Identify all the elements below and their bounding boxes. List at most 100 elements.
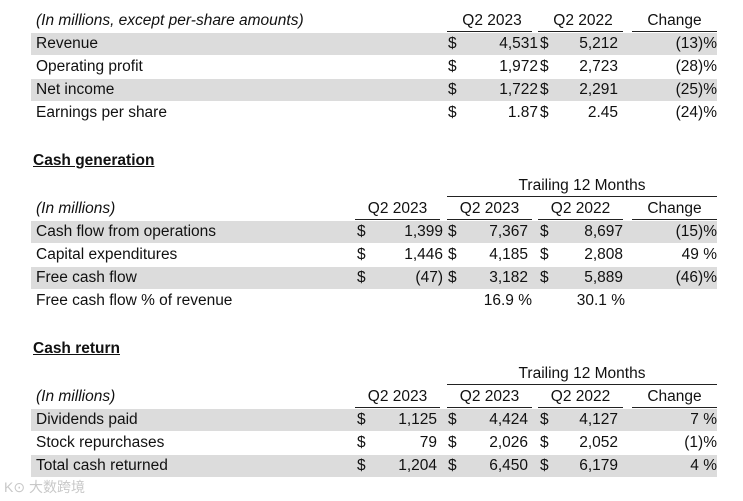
col-header-q2-2023-quarter: Q2 2023	[367, 200, 428, 217]
value-q2-2022-ttm: 5,889	[584, 269, 623, 286]
row-label: Stock repurchases	[36, 434, 165, 451]
table-row: Net income $ 1,722 $ 2,291 (25)%	[31, 79, 717, 101]
currency-symbol: $	[448, 81, 457, 98]
header-rule	[355, 219, 440, 220]
group-header-rule	[447, 196, 717, 197]
value-change: 7 %	[690, 411, 717, 428]
section-title-cash-return: Cash return	[33, 340, 120, 357]
value-q2-2023: 1.87	[507, 104, 538, 121]
col-header-change: Change	[647, 12, 702, 29]
value-change: (13)%	[675, 35, 717, 52]
cash-generation-caption: (In millions)	[36, 200, 116, 217]
currency-symbol: $	[540, 223, 549, 240]
value-q2-2022-ttm: 4,127	[579, 411, 618, 428]
table-row: Revenue $ 4,531 $ 5,212 (13)%	[31, 33, 717, 55]
value-q2-2022-ttm: 2,052	[579, 434, 618, 451]
value-q2-2023-ttm: 16.9 %	[483, 292, 532, 309]
col-header-change: Change	[647, 200, 702, 217]
header-rule	[355, 407, 440, 408]
currency-symbol: $	[448, 223, 457, 240]
table-row: Free cash flow $ (47) $ 3,182 $ 5,889 (4…	[31, 267, 717, 289]
header-rule	[538, 407, 623, 408]
value-q2-2022: 2,723	[579, 58, 618, 75]
row-label: Free cash flow % of revenue	[36, 292, 233, 309]
value-q2-2023-ttm: 3,182	[489, 269, 528, 286]
value-q2-2023-quarter: 1,446	[404, 246, 443, 263]
value-q2-2022: 2,291	[579, 81, 618, 98]
value-change: (15)%	[675, 223, 717, 240]
currency-symbol: $	[540, 457, 549, 474]
row-label: Dividends paid	[36, 411, 138, 428]
value-q2-2023-quarter: 1,125	[398, 411, 437, 428]
currency-symbol: $	[357, 246, 366, 263]
value-q2-2023: 1,972	[499, 58, 538, 75]
value-q2-2023-ttm: 4,185	[489, 246, 528, 263]
value-q2-2023-ttm: 2,026	[489, 434, 528, 451]
col-header-q2-2023-quarter: Q2 2023	[367, 388, 428, 405]
row-label: Free cash flow	[36, 269, 137, 286]
currency-symbol: $	[540, 35, 549, 52]
col-header-q2-2022: Q2 2022	[553, 12, 613, 29]
currency-symbol: $	[448, 411, 457, 428]
trailing-12-months-header: Trailing 12 Months	[518, 365, 646, 382]
value-q2-2023-ttm: 4,424	[489, 411, 528, 428]
currency-symbol: $	[540, 58, 549, 75]
value-q2-2023-ttm: 6,450	[489, 457, 528, 474]
table-row: Dividends paid $ 1,125 $ 4,424 $ 4,127 7…	[31, 409, 717, 431]
row-label: Net income	[36, 81, 115, 98]
value-change: (1)%	[684, 434, 717, 451]
value-q2-2022-ttm: 30.1 %	[576, 292, 625, 309]
value-change: (24)%	[675, 104, 717, 121]
table-row: Stock repurchases $ 79 $ 2,026 $ 2,052 (…	[31, 432, 717, 454]
table-row: Earnings per share $ 1.87 $ 2.45 (24)%	[31, 102, 717, 124]
row-label: Capital expenditures	[36, 246, 178, 263]
currency-symbol: $	[357, 434, 366, 451]
table-row: Cash flow from operations $ 1,399 $ 7,36…	[31, 221, 717, 243]
group-header-rule	[447, 384, 717, 385]
value-q2-2023-quarter: 1,204	[398, 457, 437, 474]
currency-symbol: $	[357, 457, 366, 474]
header-rule	[447, 407, 532, 408]
summary-caption: (In millions, except per-share amounts)	[36, 12, 304, 29]
value-q2-2023-quarter: 1,399	[404, 223, 443, 240]
row-label: Earnings per share	[36, 104, 167, 121]
value-q2-2022-ttm: 6,179	[579, 457, 618, 474]
col-header-change: Change	[647, 388, 702, 405]
header-rule	[632, 407, 717, 408]
value-q2-2022-ttm: 8,697	[584, 223, 623, 240]
value-q2-2022-ttm: 2,808	[584, 246, 623, 263]
value-q2-2022: 5,212	[579, 35, 618, 52]
currency-symbol: $	[540, 104, 549, 121]
currency-symbol: $	[540, 434, 549, 451]
col-header-q2-2023-ttm: Q2 2023	[459, 388, 520, 405]
header-rule	[632, 219, 717, 220]
value-change: 4 %	[690, 457, 717, 474]
col-header-q2-2023: Q2 2023	[462, 12, 522, 29]
header-rule	[538, 219, 623, 220]
col-header-q2-2023-ttm: Q2 2023	[459, 200, 520, 217]
cash-return-caption: (In millions)	[36, 388, 116, 405]
col-header-q2-2022-ttm: Q2 2022	[550, 200, 611, 217]
table-row: Capital expenditures $ 1,446 $ 4,185 $ 2…	[31, 244, 717, 266]
value-change: (25)%	[675, 81, 717, 98]
currency-symbol: $	[448, 35, 457, 52]
currency-symbol: $	[357, 223, 366, 240]
header-rule	[632, 31, 717, 32]
currency-symbol: $	[540, 411, 549, 428]
table-row: Free cash flow % of revenue 16.9 % 30.1 …	[31, 290, 717, 312]
trailing-12-months-header: Trailing 12 Months	[518, 177, 646, 194]
currency-symbol: $	[357, 411, 366, 428]
row-label: Total cash returned	[36, 457, 168, 474]
section-title-cash-generation: Cash generation	[33, 152, 155, 169]
currency-symbol: $	[448, 269, 457, 286]
value-change: 49 %	[681, 246, 717, 263]
header-rule	[447, 31, 532, 32]
header-rule	[538, 31, 623, 32]
value-q2-2023-quarter: (47)	[415, 269, 443, 286]
value-q2-2023: 1,722	[499, 81, 538, 98]
row-label: Revenue	[36, 35, 99, 52]
table-row: Total cash returned $ 1,204 $ 6,450 $ 6,…	[31, 455, 717, 477]
table-row: Operating profit $ 1,972 $ 2,723 (28)%	[31, 56, 717, 78]
currency-symbol: $	[448, 104, 457, 121]
value-q2-2023-quarter: 79	[419, 434, 437, 451]
